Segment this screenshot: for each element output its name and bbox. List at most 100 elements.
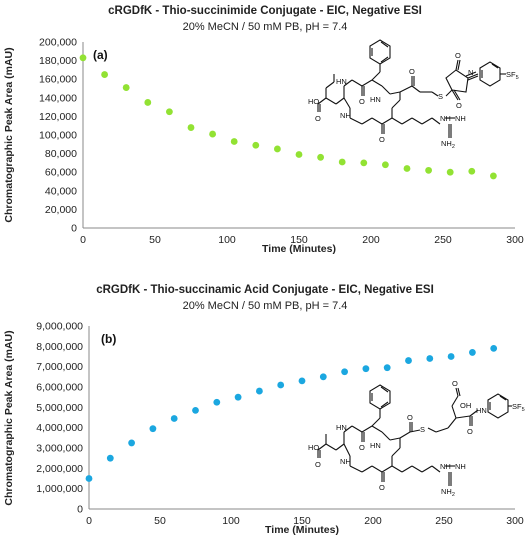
- atom-label-nh: NH: [440, 114, 451, 123]
- chart-a-title: cRGDfK - Thio-succinimide Conjugate - EI…: [108, 5, 422, 17]
- chart-b-data-point: [362, 365, 370, 373]
- chart-a-y-tick-label: 20,000: [45, 204, 77, 216]
- chart-a-y-tick-label: 180,000: [39, 55, 77, 67]
- chart-b-x-tick-label: 150: [293, 515, 311, 527]
- chart-a-data-point: [360, 159, 368, 167]
- chart-b-data-point: [192, 406, 199, 414]
- chart-b-data-point: [447, 353, 455, 360]
- chart-b-y-axis-label: Chromatographic Peak Area (mAU): [3, 330, 15, 505]
- chart-b-y-tick-label: 7,000,000: [36, 361, 83, 373]
- chart-a-y-tick-label: 0: [71, 223, 77, 235]
- atom-label-nh: NH: [455, 114, 466, 123]
- chart-a-y-ticks: 0 20,000 40,000 60,000 80,000 100,000 120,000 1…: [39, 37, 77, 235]
- chart-a-data-point: [187, 124, 195, 131]
- chart-b-subtitle: 20% MeCN / 50 mM PB, pH = 7.4: [183, 300, 348, 312]
- chart-b-y-tick-label: 3,000,000: [36, 443, 83, 455]
- atom-label-hn: HN: [370, 441, 381, 450]
- chart-b-data-point: [298, 377, 306, 385]
- chart-a-data-point: [490, 172, 497, 180]
- atom-label-s: S: [420, 425, 425, 434]
- chart-a-molecule-structure: [317, 39, 506, 138]
- chart-b-x-tick-label: 100: [222, 515, 240, 527]
- chart-a-data-points: [79, 54, 497, 180]
- atom-label-n: N: [468, 68, 473, 77]
- chart-a-x-axis-label: Time (Minutes): [262, 243, 336, 255]
- chart-b-y-ticks: 0 1,000,000 2,000,000 3,000,000 4,000,000 5,0…: [36, 321, 83, 516]
- atom-label-o: O: [452, 379, 458, 388]
- chart-b-y-tick-label: 1,000,000: [36, 483, 83, 495]
- atom-label-o: O: [407, 413, 413, 422]
- chart-a-data-point: [274, 145, 281, 153]
- chart-a-data-point: [446, 168, 454, 176]
- chart-a-data-point: [122, 84, 130, 91]
- chart-b-data-point: [426, 355, 434, 362]
- chart-b-data-point: [170, 415, 178, 422]
- atom-label-o: O: [359, 443, 365, 452]
- atom-label-nh2: NH2: [441, 487, 455, 498]
- chart-a-y-axis-label: Chromatographic Peak Area (mAU): [3, 47, 15, 222]
- chart-b-x-tick-label: 250: [435, 515, 453, 527]
- chart-a-x-tick-label: 0: [80, 234, 86, 246]
- chart-b-data-point: [234, 393, 242, 401]
- chart-b-x-ticks: 0 50 100 150 200 250 300: [86, 515, 524, 527]
- chart-a-data-point: [144, 99, 152, 106]
- chart-a-x-tick-label: 300: [506, 234, 524, 246]
- chart-b-data-point: [469, 349, 476, 356]
- atom-label-nh: NH: [340, 111, 351, 120]
- chart-a-panel-label: (a): [93, 48, 108, 62]
- chart-a-y-tick-label: 40,000: [45, 185, 77, 197]
- atom-label-o: O: [379, 135, 385, 144]
- chart-b-panel-label: (b): [101, 332, 116, 346]
- chart-a-y-tick-label: 200,000: [39, 37, 77, 49]
- chart-a-y-tick-label: 80,000: [45, 148, 77, 160]
- chart-b-data-point: [383, 364, 391, 372]
- chart-a-x-tick-label: 50: [149, 234, 161, 246]
- chart-b-y-tick-label: 2,000,000: [36, 463, 83, 475]
- chart-b-y-tick-label: 9,000,000: [36, 321, 83, 333]
- chart-a-y-tick-label: 120,000: [39, 111, 77, 123]
- chart-a-x-tick-label: 250: [434, 234, 452, 246]
- atom-label-nh: NH: [340, 457, 351, 466]
- chart-a-data-point: [230, 138, 238, 145]
- chart-a-data-point: [79, 54, 87, 62]
- chart-b-y-tick-label: 8,000,000: [36, 341, 83, 353]
- chart-b-x-tick-label: 0: [86, 515, 92, 527]
- chart-a-data-point: [209, 130, 217, 138]
- chart-b-y-tick-label: 5,000,000: [36, 402, 83, 414]
- chart-a-y-tick-label: 160,000: [39, 74, 77, 86]
- atom-label-oh: OH: [460, 401, 471, 410]
- atom-label-s: S: [438, 92, 443, 101]
- chart-b-data-point: [213, 398, 221, 406]
- chart-b-y-tick-label: 0: [77, 504, 83, 516]
- atom-label-o: O: [315, 114, 321, 123]
- chart-a-data-point: [338, 158, 346, 166]
- chart-a-x-ticks: 0 50 100 150 200 250 300: [80, 234, 524, 246]
- atom-label-hn: HN: [476, 406, 487, 415]
- chart-b-molecule-structure: [317, 384, 512, 486]
- chart-b-data-point: [85, 475, 93, 482]
- atom-label-nh: NH: [440, 462, 451, 471]
- chart-a-x-tick-label: 150: [290, 234, 308, 246]
- chart-a-data-point: [382, 161, 389, 169]
- chart-a-data-point: [101, 71, 108, 78]
- chart-b-y-tick-label: 4,000,000: [36, 422, 83, 434]
- atom-label-o: O: [315, 460, 321, 469]
- chart-b-x-axis-label: Time (Minutes): [265, 524, 339, 536]
- atom-label-o: O: [455, 51, 461, 60]
- atom-label-sf5: SF5: [512, 402, 525, 413]
- chart-b-data-point: [277, 381, 285, 389]
- chart-a-data-point: [425, 166, 432, 174]
- chart-a-subtitle: 20% MeCN / 50 mM PB, pH = 7.4: [183, 21, 348, 33]
- chart-b-data-point: [490, 344, 498, 352]
- chart-b-y-tick-label: 6,000,000: [36, 382, 83, 394]
- chart-a-data-point: [252, 141, 260, 149]
- chart-a-x-tick-label: 100: [218, 234, 236, 246]
- chart-b-data-point: [128, 439, 136, 447]
- chart-b-data-point: [149, 425, 157, 433]
- chart-b-data-point: [319, 373, 327, 381]
- chart-a: cRGDfK - Thio-succinimide Conjugate - EI…: [3, 5, 524, 255]
- chart-b-x-tick-label: 200: [364, 515, 382, 527]
- atom-label-ho: HO: [308, 97, 319, 106]
- chart-b: cRGDfK - Thio-succinamic Acid Conjugate …: [3, 284, 525, 536]
